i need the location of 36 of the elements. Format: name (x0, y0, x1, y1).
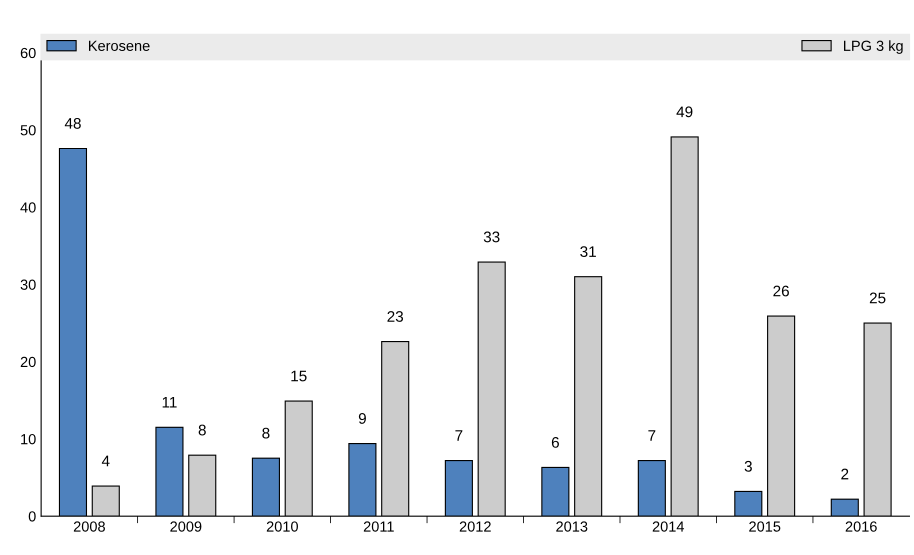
data-label: 3 (744, 460, 752, 472)
x-tick-label: 2008 (74, 521, 105, 532)
x-tick-label: 2012 (460, 521, 491, 532)
x-tick-label: 2013 (556, 521, 588, 532)
data-label: 6 (552, 436, 559, 448)
data-label: 26 (773, 286, 789, 296)
data-label: 49 (676, 106, 692, 118)
y-tick-label: 20 (20, 356, 36, 368)
data-label: 23 (387, 311, 404, 322)
legend-label: Kerosene (88, 40, 150, 51)
data-label: 7 (455, 430, 462, 441)
data-label: 11 (162, 396, 177, 408)
y-tick-label: 40 (20, 202, 36, 213)
y-tick-label: 60 (20, 48, 36, 58)
x-tick-label: 2014 (652, 521, 684, 532)
x-tick-label: 2015 (749, 521, 780, 532)
legend-label: LPG 3 kg (844, 40, 903, 54)
y-tick-label: 0 (28, 511, 36, 522)
x-tick-label: 2011 (364, 521, 394, 532)
data-label: 8 (198, 424, 206, 436)
data-label: 31 (580, 246, 596, 258)
data-label: 15 (291, 370, 307, 382)
y-tick-label: 10 (21, 434, 36, 444)
y-tick-label: 30 (20, 280, 36, 290)
data-label: 33 (484, 232, 500, 242)
x-tick-label: 2009 (170, 521, 202, 532)
data-label: 48 (64, 118, 81, 129)
data-label: 4 (102, 456, 110, 466)
x-tick-label: 2016 (846, 521, 877, 532)
x-tick-label: 2010 (266, 521, 298, 532)
data-label: 9 (358, 413, 366, 424)
y-tick-label: 50 (20, 125, 36, 136)
data-label: 25 (870, 292, 886, 304)
data-label: 8 (262, 428, 270, 439)
data-label: 2 (841, 468, 848, 480)
data-label: 7 (648, 430, 656, 441)
